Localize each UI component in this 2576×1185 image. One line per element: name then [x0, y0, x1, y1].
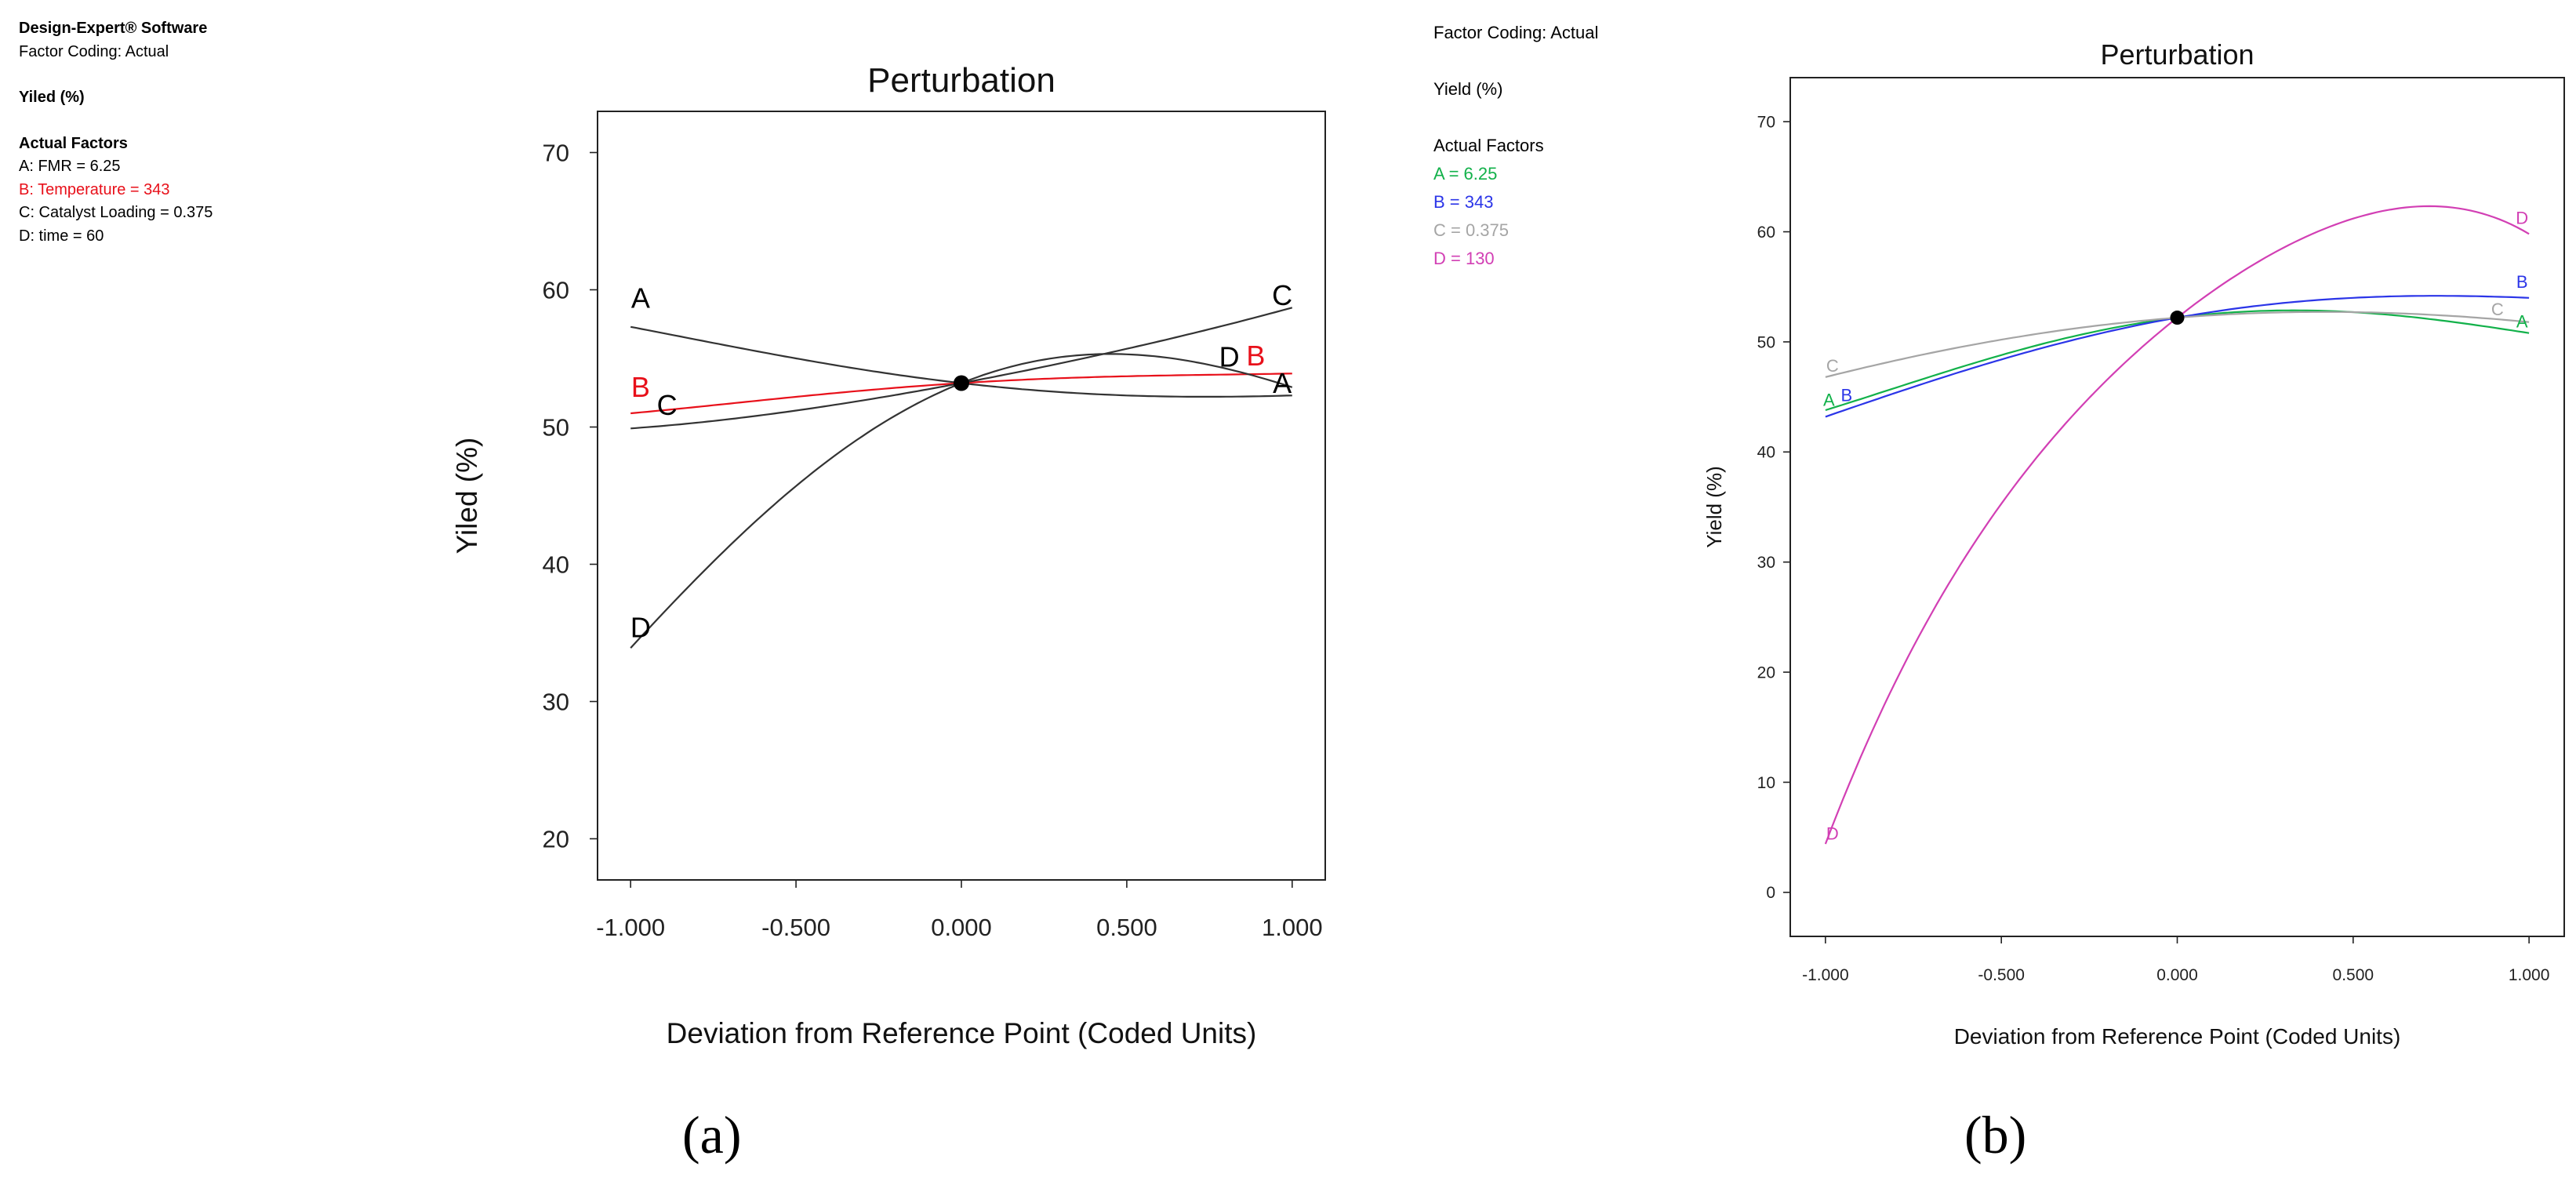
factor-b-value: B: Temperature = 343 [19, 180, 170, 198]
series-label-a: A [631, 282, 650, 314]
factor-coding: Factor Coding: Actual [19, 42, 169, 60]
panel-label-b: (b) [1964, 1105, 2027, 1165]
factor-coding: Factor Coding: Actual [1433, 23, 1599, 42]
y-tick-label: 70 [1757, 114, 1775, 132]
series-label-c: C [1272, 279, 1292, 311]
series-label-c: C [1826, 356, 1839, 376]
x-axis-label: Deviation from Reference Point (Coded Un… [1954, 1024, 2401, 1049]
series-label-d: D [630, 611, 651, 643]
series-label-d: D [1826, 823, 1839, 843]
factor-c-value: C: Catalyst Loading = 0.375 [19, 204, 213, 221]
series-label-d: D [1219, 341, 1240, 373]
y-tick-label: 70 [543, 139, 569, 166]
chart-title: Perturbation [2100, 38, 2254, 71]
y-tick-label: 0 [1766, 884, 1775, 902]
perturbation-chart-b: Perturbation 0 10 20 30 40 50 60 70 -1.000 -0.500 0… [1702, 38, 2565, 1049]
panel-label-a: (a) [682, 1105, 742, 1165]
x-tick-label: 1.000 [2509, 966, 2550, 984]
factor-b-value: B = 343 [1433, 192, 1494, 212]
chart-title: Perturbation [867, 61, 1055, 100]
x-tick-label: -1.000 [1802, 966, 1849, 984]
y-tick-label: 10 [1757, 774, 1775, 792]
perturbation-chart-a: Perturbation 20 30 40 50 60 70 -1.000 -0.500 0.00… [451, 61, 1326, 1049]
y-tick-label: 40 [543, 551, 569, 578]
y-tick-label: 20 [543, 825, 569, 852]
series-label-b: B [1246, 340, 1265, 372]
factor-c-value: C = 0.375 [1433, 220, 1510, 240]
software-title: Design-Expert® Software [19, 20, 208, 37]
y-tick-label: 30 [1757, 554, 1775, 572]
factor-a-value: A = 6.25 [1433, 164, 1498, 184]
factor-d-value: D = 130 [1433, 249, 1495, 268]
y-tick-label: 60 [543, 276, 569, 304]
x-tick-label: 0.500 [1096, 914, 1157, 941]
series-label-a: A [1823, 390, 1835, 409]
series-line-d [630, 353, 1293, 649]
y-axis-label: Yield (%) [1702, 466, 1726, 548]
x-tick-label: -0.500 [1978, 966, 2025, 984]
y-tick-label: 60 [1757, 224, 1775, 242]
factor-d-value: D: time = 60 [19, 227, 104, 245]
x-axis-label: Deviation from Reference Point (Coded Un… [667, 1017, 1257, 1049]
series-line-c [630, 307, 1293, 430]
factor-info-panel-b: Factor Coding: Actual Yield (%) Actual F… [1433, 19, 1598, 273]
x-tick-label: 0.500 [2333, 966, 2374, 984]
y-axis-label: Yiled (%) [451, 438, 483, 554]
series-label-a: A [2516, 312, 2528, 332]
x-tick-label: -0.500 [761, 914, 830, 941]
plot-frame [597, 111, 1326, 881]
response-name: Yield (%) [1433, 79, 1503, 99]
series-line-a [1825, 309, 2530, 412]
response-name: Yiled (%) [19, 89, 85, 106]
series-label-b: B [1840, 386, 1852, 405]
series-label-a: A [1273, 367, 1292, 399]
x-tick-label: 0.000 [931, 914, 992, 941]
series-label-d: D [2516, 209, 2528, 228]
y-tick-label: 20 [1757, 663, 1775, 682]
series-label-c: C [657, 389, 678, 421]
factor-info-panel-a: Design-Expert® Software Factor Coding: A… [19, 17, 213, 248]
reference-point-marker [954, 375, 969, 391]
y-tick-label: 40 [1757, 444, 1775, 462]
x-tick-label: -1.000 [596, 914, 665, 941]
series-label-b: B [2516, 272, 2528, 292]
x-tick-label: 0.000 [2156, 966, 2198, 984]
series-label-c: C [2491, 300, 2504, 319]
x-tick-label: 1.000 [1262, 914, 1323, 941]
y-tick-label: 30 [543, 688, 569, 715]
y-tick-label: 50 [1757, 333, 1775, 351]
actual-factors-title: Actual Factors [19, 134, 128, 152]
reference-point-marker [2170, 311, 2185, 325]
series-line-d [1824, 205, 2530, 845]
factor-a-value: A: FMR = 6.25 [19, 158, 121, 175]
y-tick-label: 50 [543, 413, 569, 441]
series-label-b: B [631, 371, 650, 403]
actual-factors-title: Actual Factors [1433, 136, 1544, 155]
